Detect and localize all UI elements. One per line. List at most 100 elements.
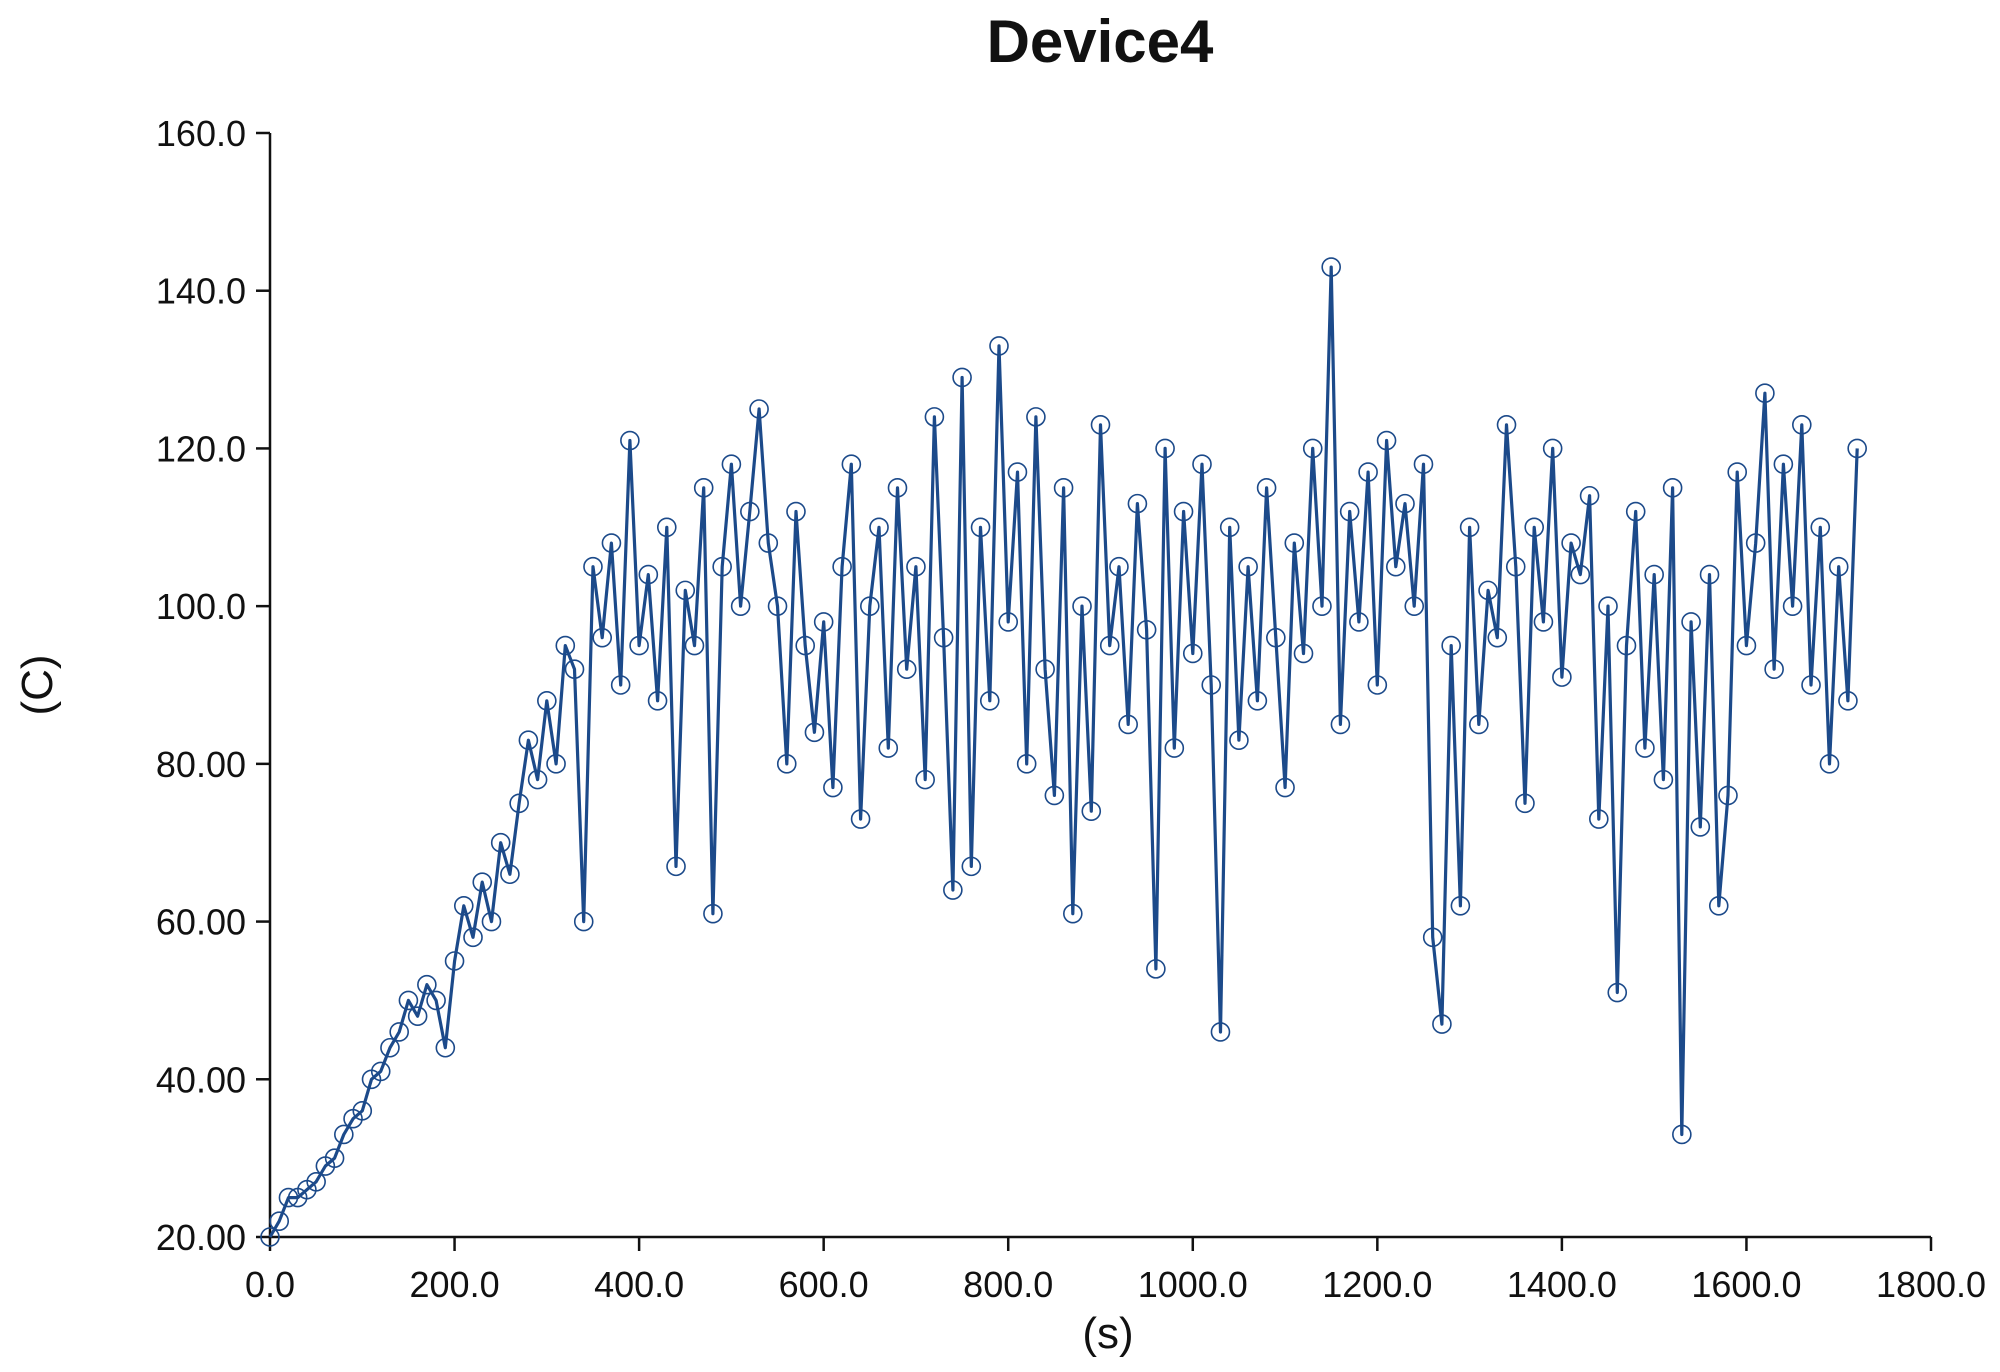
data-point — [398, 990, 419, 1011]
data-point — [804, 722, 825, 743]
y-tick-label: 40.00 — [156, 1059, 246, 1100]
data-point — [472, 872, 493, 892]
data-point — [527, 769, 548, 790]
data-point — [989, 336, 1009, 356]
data-point — [1505, 556, 1526, 577]
data-point — [1616, 635, 1637, 656]
data-point — [1459, 517, 1480, 538]
data-point — [1376, 430, 1397, 451]
data-point — [841, 454, 862, 475]
data-point — [638, 564, 659, 585]
data-point — [1819, 754, 1840, 774]
data-point — [758, 533, 779, 553]
data-point — [666, 856, 686, 877]
data-point — [1395, 493, 1415, 514]
data-point — [1699, 564, 1720, 585]
data-point — [620, 430, 640, 451]
data-point — [352, 1101, 373, 1121]
data-point — [1847, 438, 1867, 459]
data-point — [1542, 438, 1563, 459]
data-point — [961, 856, 982, 877]
data-point — [1589, 809, 1609, 829]
data-point — [776, 754, 797, 774]
data-point — [417, 974, 437, 995]
x-tick-label: 1400.0 — [1507, 1264, 1617, 1305]
data-point — [795, 635, 816, 656]
data-point — [1644, 564, 1664, 585]
data-point — [1625, 501, 1646, 522]
data-point — [1330, 714, 1351, 735]
data-point — [740, 501, 760, 522]
data-point — [721, 454, 742, 475]
data-point — [500, 864, 520, 885]
data-point — [1561, 533, 1581, 553]
data-point — [269, 1211, 290, 1232]
data-point — [407, 1006, 428, 1027]
y-tick-label: 140.0 — [156, 271, 246, 312]
data-point — [1026, 407, 1046, 427]
data-point — [435, 1037, 456, 1058]
data-point — [970, 517, 991, 538]
data-point — [1552, 667, 1572, 687]
data-point — [675, 580, 696, 601]
data-point — [1099, 635, 1120, 656]
data-point — [1755, 383, 1775, 404]
data-point — [444, 951, 465, 971]
data-point — [370, 1061, 391, 1082]
data-point — [1764, 659, 1784, 680]
data-point — [1266, 627, 1286, 648]
y-tick-label: 100.0 — [156, 586, 246, 627]
data-point — [832, 556, 852, 577]
data-point — [555, 635, 576, 656]
chart-title: Device4 — [987, 8, 1214, 75]
x-tick-label: 0.0 — [245, 1264, 295, 1305]
y-axis-label: (C) — [13, 654, 62, 715]
data-point — [1321, 257, 1341, 277]
data-point — [1367, 675, 1388, 695]
x-axis-label: (s) — [1082, 1309, 1133, 1358]
data-point — [906, 556, 926, 577]
data-point — [1081, 801, 1102, 821]
data-point — [933, 627, 954, 648]
data-point — [1109, 556, 1129, 577]
x-tick-label: 400.0 — [594, 1264, 684, 1305]
data-point — [564, 659, 585, 680]
data-point — [1570, 564, 1591, 585]
data-point — [1146, 959, 1166, 979]
data-point — [278, 1187, 299, 1208]
data-point — [1404, 596, 1425, 616]
data-point — [426, 990, 446, 1011]
data-point — [1247, 690, 1268, 711]
data-point — [1358, 462, 1378, 482]
data-point — [1524, 517, 1545, 538]
data-point — [1312, 596, 1332, 616]
data-point — [730, 596, 751, 616]
data-point — [1136, 619, 1157, 640]
data-point — [823, 777, 843, 798]
data-point — [767, 596, 788, 616]
data-point — [1718, 785, 1738, 806]
data-point — [1801, 675, 1821, 695]
data-point — [693, 478, 714, 498]
data-point — [481, 911, 502, 932]
x-tick-label: 800.0 — [963, 1264, 1053, 1305]
data-point — [1515, 793, 1535, 814]
data-point — [1238, 556, 1258, 577]
data-point — [1413, 454, 1434, 475]
data-point — [1118, 714, 1138, 735]
data-point — [1736, 635, 1757, 656]
data-point — [1672, 1124, 1692, 1145]
data-point — [813, 612, 834, 632]
data-point — [1478, 580, 1498, 601]
data-point — [1422, 927, 1443, 948]
x-tick-label: 1800.0 — [1876, 1264, 1986, 1305]
data-point — [610, 675, 631, 695]
data-point — [703, 903, 723, 924]
data-point — [749, 399, 769, 419]
data-point — [1284, 533, 1305, 553]
data-point — [629, 635, 649, 656]
data-point — [656, 517, 677, 538]
data-point — [1450, 895, 1471, 916]
data-point — [537, 690, 557, 711]
